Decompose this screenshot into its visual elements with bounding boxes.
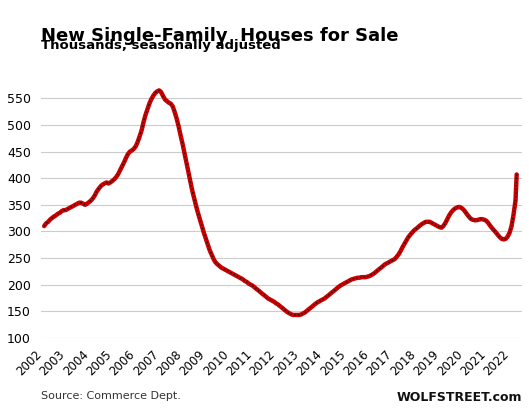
Text: Source: Commerce Dept.: Source: Commerce Dept. bbox=[41, 391, 180, 400]
Text: Thousands, seasonally adjusted: Thousands, seasonally adjusted bbox=[41, 39, 280, 52]
Text: New Single-Family  Houses for Sale: New Single-Family Houses for Sale bbox=[41, 27, 398, 45]
Text: WOLFSTREET.com: WOLFSTREET.com bbox=[397, 391, 522, 404]
